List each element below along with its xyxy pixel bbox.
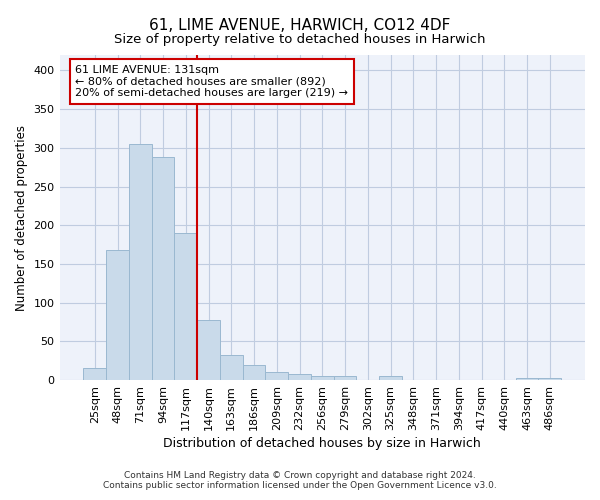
Text: Contains HM Land Registry data © Crown copyright and database right 2024.
Contai: Contains HM Land Registry data © Crown c… [103, 470, 497, 490]
Bar [265, 372, 288, 380]
Bar [152, 157, 175, 380]
Text: 61 LIME AVENUE: 131sqm
← 80% of detached houses are smaller (892)
20% of semi-de: 61 LIME AVENUE: 131sqm ← 80% of detached… [76, 65, 349, 98]
Bar [334, 376, 356, 380]
Text: Size of property relative to detached houses in Harwich: Size of property relative to detached ho… [114, 32, 486, 46]
Bar [379, 376, 402, 380]
Bar [515, 378, 538, 380]
Bar [288, 374, 311, 380]
X-axis label: Distribution of detached houses by size in Harwich: Distribution of detached houses by size … [163, 437, 481, 450]
Bar [197, 320, 220, 380]
Bar [106, 250, 129, 380]
Bar [311, 376, 334, 380]
Bar [175, 233, 197, 380]
Bar [220, 356, 242, 380]
Bar [129, 144, 152, 380]
Bar [83, 368, 106, 380]
Text: 61, LIME AVENUE, HARWICH, CO12 4DF: 61, LIME AVENUE, HARWICH, CO12 4DF [149, 18, 451, 32]
Bar [538, 378, 561, 380]
Y-axis label: Number of detached properties: Number of detached properties [15, 124, 28, 310]
Bar [242, 366, 265, 380]
